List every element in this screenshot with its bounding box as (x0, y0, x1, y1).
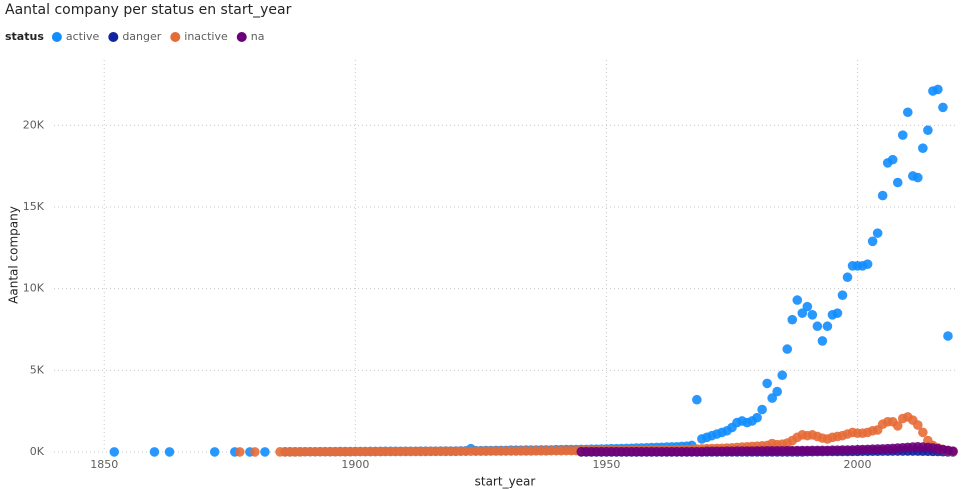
data-point (767, 393, 777, 403)
x-tick-label: 1850 (90, 458, 118, 471)
chart-title: Aantal company per status en start_year (5, 2, 292, 18)
legend-label: na (251, 30, 265, 43)
data-point (918, 427, 928, 438)
data-point (807, 310, 818, 320)
data-point (235, 447, 245, 457)
y-tick-label: 15K (23, 200, 45, 213)
data-point (692, 394, 702, 405)
data-point (877, 190, 888, 201)
data-point (164, 447, 175, 457)
legend-marker (170, 32, 181, 42)
data-point (209, 447, 220, 457)
data-point (812, 321, 823, 332)
data-point (862, 259, 873, 269)
data-point (887, 154, 898, 165)
data-point (902, 107, 913, 118)
data-point (109, 447, 120, 457)
data-point (250, 447, 260, 457)
data-point (797, 308, 808, 318)
data-point (149, 447, 160, 457)
legend-marker (51, 32, 62, 42)
data-point (837, 290, 848, 301)
y-tick-label: 5K (30, 363, 45, 376)
data-point (938, 102, 948, 113)
plot-points (109, 84, 958, 457)
legend-label: danger (122, 30, 161, 43)
legend-label: active (66, 30, 100, 43)
data-point (948, 446, 958, 456)
data-point (943, 331, 953, 341)
x-tick-label: 1900 (341, 458, 369, 471)
data-point (802, 301, 813, 312)
y-tick-label: 0K (30, 445, 45, 458)
data-point (777, 370, 788, 381)
data-point (923, 125, 933, 136)
legend-title: status (5, 30, 44, 43)
data-point (817, 336, 828, 346)
data-point (752, 412, 762, 423)
data-point (260, 447, 270, 457)
legend-marker (236, 32, 247, 42)
legend-label: inactive (184, 30, 228, 43)
data-point (822, 321, 833, 332)
data-point (867, 236, 878, 247)
data-point (772, 386, 782, 397)
data-point (792, 295, 803, 305)
data-point (782, 344, 793, 354)
y-axis-title: Aantal company (7, 206, 21, 304)
data-point (762, 378, 772, 389)
data-point (872, 228, 883, 238)
data-point (892, 421, 903, 431)
x-axis-title: start_year (475, 475, 536, 489)
data-point (913, 172, 923, 183)
x-tick-label: 2000 (844, 458, 872, 471)
x-tick-label: 1950 (592, 458, 620, 471)
data-point (757, 404, 767, 415)
data-point (787, 314, 798, 325)
data-point (913, 420, 923, 430)
data-point (892, 177, 903, 188)
data-point (832, 308, 843, 318)
y-tick-label: 20K (23, 118, 45, 131)
data-point (918, 143, 928, 153)
data-point (842, 272, 853, 283)
data-point (933, 84, 943, 95)
legend-marker (108, 32, 119, 42)
y-tick-label: 10K (23, 282, 45, 295)
data-point (897, 130, 908, 140)
